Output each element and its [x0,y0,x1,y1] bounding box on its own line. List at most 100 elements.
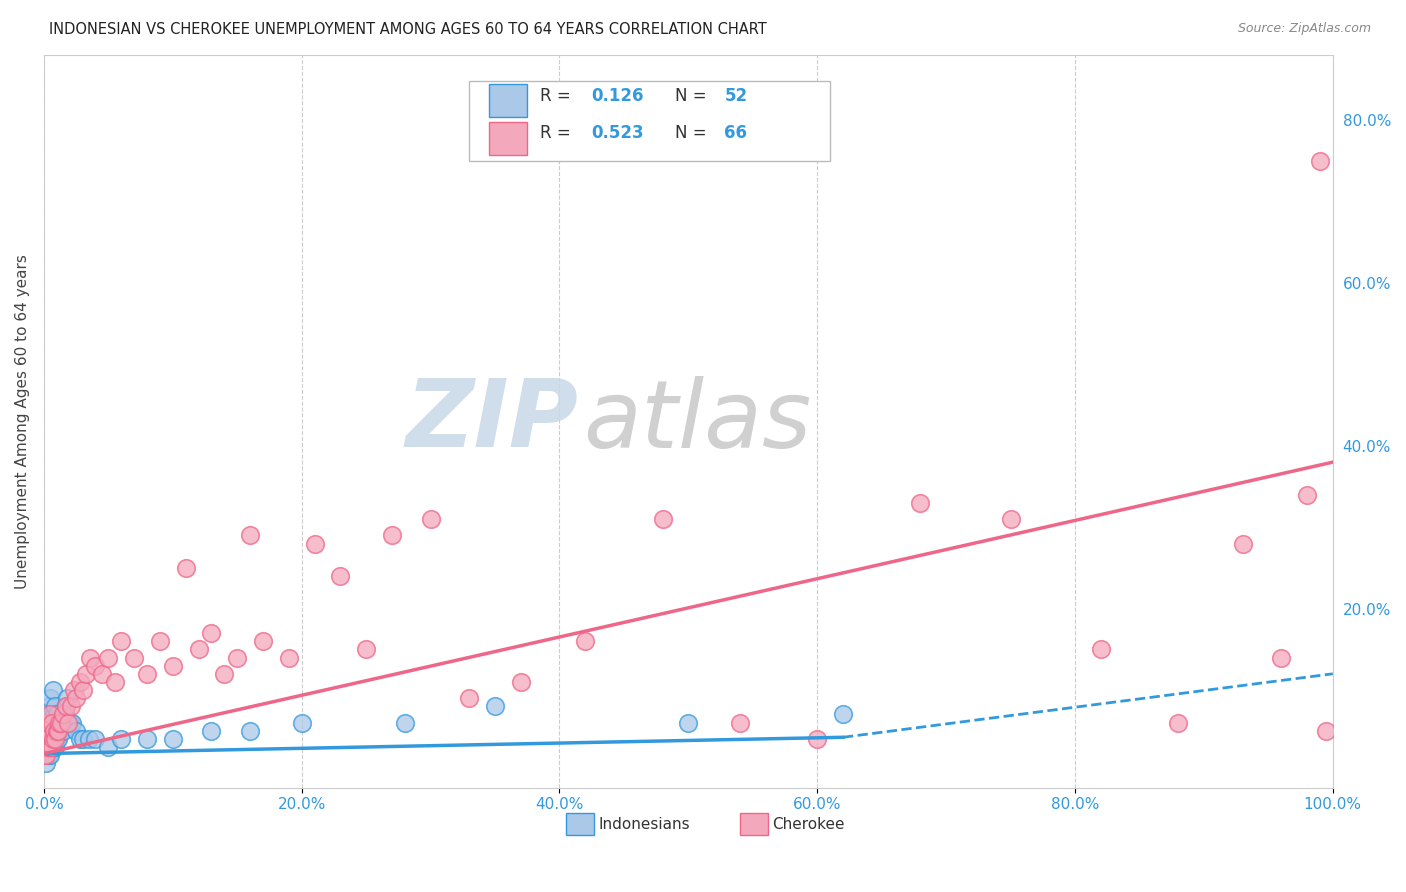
Point [90,666,112,681]
Point [41,715,63,730]
Point [226,650,249,665]
Text: N =: N = [675,124,713,142]
Point [110,634,132,648]
Point [44,707,66,722]
Point [394,715,416,730]
Point [39,691,62,706]
Point [277,650,299,665]
Point [35,740,58,755]
Point [1000,512,1022,526]
Text: ZIP: ZIP [406,376,579,467]
Point [806,731,828,746]
Bar [488,122,527,155]
Text: N =: N = [675,87,713,104]
Point [34,748,56,763]
Point [832,707,855,722]
Point [39,748,62,763]
Point [60,715,83,730]
Point [42,715,65,730]
Point [304,536,326,550]
Point [104,674,127,689]
Point [46,723,69,738]
Point [239,723,262,738]
Point [59,699,82,714]
Point [37,731,59,746]
Point [354,642,377,657]
Point [41,740,63,755]
Point [59,715,82,730]
Point [69,731,91,746]
Point [46,731,69,746]
Point [419,512,441,526]
Point [42,683,65,698]
Point [174,561,197,575]
Point [37,748,59,763]
Text: 66: 66 [724,124,748,142]
Text: INDONESIAN VS CHEROKEE UNEMPLOYMENT AMONG AGES 60 TO 64 YEARS CORRELATION CHART: INDONESIAN VS CHEROKEE UNEMPLOYMENT AMON… [49,22,766,37]
Point [79,650,101,665]
Point [38,740,60,755]
Point [39,707,62,722]
Text: R =: R = [540,87,576,104]
Point [35,723,58,738]
Point [69,674,91,689]
Point [84,731,107,746]
Text: 0.126: 0.126 [592,87,644,104]
Point [72,731,94,746]
Point [48,715,70,730]
Point [35,756,58,771]
Text: Cherokee: Cherokee [772,817,845,832]
Point [45,707,67,722]
Point [509,674,531,689]
Point [1315,723,1337,738]
Point [44,740,66,755]
Point [1090,642,1112,657]
Y-axis label: Unemployment Among Ages 60 to 64 years: Unemployment Among Ages 60 to 64 years [15,254,30,589]
Point [38,748,60,763]
Point [162,658,184,673]
Point [38,723,60,738]
Bar [565,814,595,836]
Point [1232,536,1254,550]
Point [45,731,67,746]
Point [136,731,159,746]
Point [58,715,80,730]
Point [41,707,63,722]
Point [35,748,58,763]
Point [55,699,77,714]
Point [214,666,236,681]
Point [37,715,59,730]
Point [34,723,56,738]
Point [910,496,932,510]
Point [56,691,79,706]
Point [45,723,67,738]
Point [44,699,66,714]
Point [44,723,66,738]
Point [1167,715,1189,730]
Point [37,707,59,722]
Point [200,626,222,640]
Point [678,715,700,730]
Point [77,731,100,746]
Point [72,683,94,698]
Point [65,723,87,738]
Text: Source: ZipAtlas.com: Source: ZipAtlas.com [1237,22,1371,36]
Point [329,569,352,583]
Text: R =: R = [540,124,576,142]
Point [136,666,159,681]
Point [187,642,209,657]
Point [651,512,673,526]
Bar [740,814,768,836]
Point [62,683,84,698]
Bar [488,85,527,118]
Point [41,723,63,738]
Point [728,715,751,730]
Point [35,715,58,730]
Point [84,658,107,673]
Text: 0.523: 0.523 [592,124,644,142]
Point [484,699,506,714]
Point [51,715,73,730]
Point [97,740,120,755]
Point [34,731,56,746]
Point [48,723,70,738]
